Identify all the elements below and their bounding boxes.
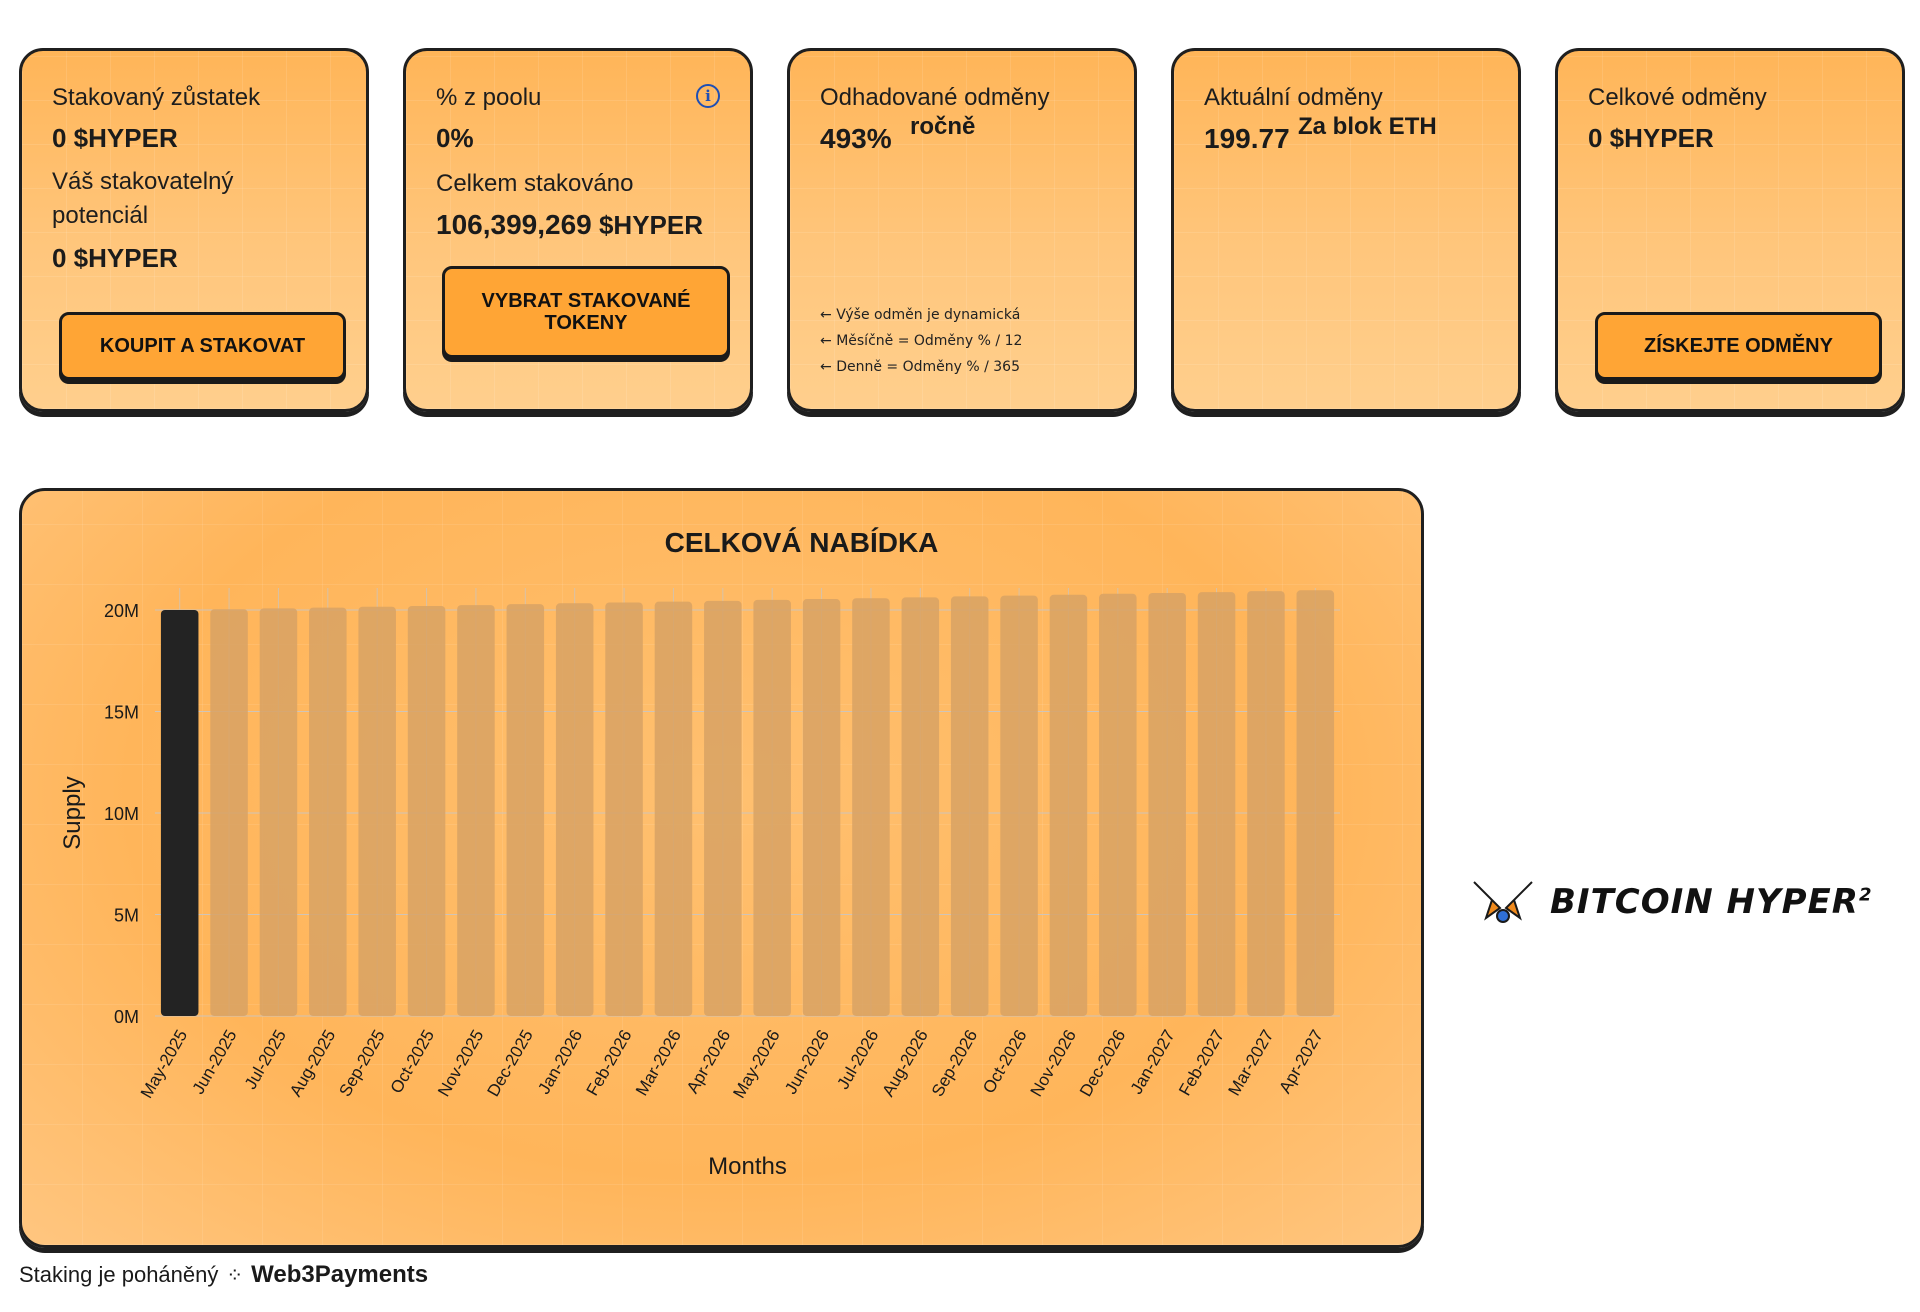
x-tick-label: Mar-2026 (632, 1027, 685, 1100)
staked-balance-card: Stakovaný zůstatek 0 $HYPER Váš stakovat… (19, 48, 369, 412)
withdraw-staked-tokens-button[interactable]: VYBRAT STAKOVANÉ TOKENY (442, 266, 730, 358)
y-tick-label: 5M (114, 906, 139, 926)
x-tick-label: Nov-2025 (434, 1027, 487, 1100)
buy-and-stake-button[interactable]: KOUPIT A STAKOVAT (59, 312, 346, 380)
bar (1148, 592, 1186, 1016)
bar (950, 596, 989, 1016)
x-tick-label: Jan-2027 (1127, 1027, 1179, 1098)
staked-balance-label: Stakovaný zůstatek (52, 84, 261, 111)
bar (210, 609, 248, 1016)
bitcoin-hyper-logo: BITCOIN HYPER2 (1472, 878, 1873, 926)
total-rewards-label: Celkové odměny (1588, 84, 1767, 111)
bar (1247, 591, 1285, 1016)
y-tick-label: 15M (104, 703, 139, 723)
web3payments-icon: ⁘ (226, 1264, 244, 1287)
bitcoin-hyper-logo-icon (1473, 881, 1533, 923)
bar (358, 606, 396, 1016)
x-tick-label: Oct-2025 (387, 1027, 438, 1097)
bar (802, 599, 841, 1016)
total-rewards-value: 0 $HYPER (1588, 123, 1714, 153)
staked-balance-value: 0 $HYPER (52, 123, 178, 153)
current-rewards-label: Aktuální odměny (1204, 84, 1383, 111)
pool-share-label: % z poolu (436, 84, 542, 111)
y-tick-label: 10M (104, 804, 139, 824)
y-axis-label: Supply (59, 776, 86, 849)
bar (1099, 593, 1137, 1016)
bar (1296, 590, 1335, 1016)
info-icon[interactable]: i (696, 84, 720, 108)
current-rewards-card: Aktuální odměny 199.77 Za blok ETH (1171, 48, 1521, 412)
bar (407, 605, 446, 1016)
stakeable-potential-value: 0 $HYPER (52, 243, 178, 273)
stakeable-potential-label: Váš stakovatelný potenciál (52, 168, 234, 229)
x-tick-label: May-2025 (137, 1027, 191, 1102)
bar (160, 610, 199, 1016)
note-daily: ← Denně = Odměny % / 365 (820, 359, 1020, 375)
bar (1049, 594, 1088, 1016)
estimated-rewards-card: Odhadované odměny 493% ročně ← Výše odmě… (787, 48, 1137, 412)
footer-text: Staking je poháněný (19, 1262, 219, 1287)
x-tick-label: Oct-2026 (979, 1027, 1030, 1097)
x-tick-label: Apr-2026 (683, 1027, 734, 1097)
x-tick-label: Jan-2026 (534, 1027, 586, 1098)
x-tick-label: May-2026 (729, 1027, 783, 1102)
pool-share-value: 0% (436, 123, 474, 153)
x-tick-label: Jul-2026 (833, 1027, 882, 1093)
claim-rewards-button[interactable]: ZÍSKEJTE ODMĚNY (1595, 312, 1882, 380)
estimated-rewards-value: 493% (820, 123, 892, 154)
bar (753, 599, 791, 1016)
chart-title: CELKOVÁ NABÍDKA (664, 527, 939, 558)
x-tick-label: Apr-2027 (1275, 1027, 1326, 1097)
bar (1197, 592, 1236, 1016)
estimated-rewards-label: Odhadované odměny (820, 84, 1050, 111)
current-rewards-value: 199.77 (1204, 123, 1290, 154)
x-tick-label: Jul-2025 (241, 1027, 290, 1093)
x-tick-label: Sep-2025 (335, 1027, 388, 1100)
bar (901, 597, 940, 1016)
pool-share-card: % z poolu i 0% Celkem stakováno 106,399,… (403, 48, 753, 412)
note-dynamic: ← Výše odměn je dynamická (820, 307, 1021, 323)
x-tick-label: Aug-2025 (286, 1027, 339, 1100)
bar (506, 604, 545, 1016)
footer: Staking je poháněný ⁘ Web3Payments (19, 1261, 428, 1289)
total-staked-value: 106,399,269 (436, 209, 592, 240)
arrow-left-icon: ← (820, 307, 832, 323)
x-tick-label: Mar-2027 (1225, 1027, 1278, 1100)
total-staked-unit: $HYPER (598, 210, 703, 240)
bar (654, 601, 693, 1016)
bar (555, 603, 594, 1016)
bar (852, 598, 890, 1016)
bar (259, 608, 298, 1016)
x-tick-label: Nov-2026 (1027, 1027, 1080, 1100)
x-tick-label: Jun-2026 (781, 1027, 833, 1098)
bar (704, 600, 742, 1016)
bar (309, 607, 347, 1016)
estimated-rewards-suffix: ročně (910, 113, 976, 140)
x-tick-label: Aug-2026 (878, 1027, 931, 1100)
total-staked-label: Celkem stakováno (436, 170, 634, 197)
x-tick-label: Feb-2027 (1175, 1027, 1228, 1100)
x-tick-label: Dec-2026 (1076, 1027, 1129, 1100)
note-monthly: ← Měsíčně = Odměny % / 12 (820, 333, 1023, 349)
bar (457, 605, 495, 1016)
x-axis-label: Months (708, 1153, 787, 1180)
total-staked-row: 106,399,269 $HYPER (436, 209, 703, 241)
total-supply-chart-card: CELKOVÁ NABÍDKA 0M 5M 10M 15M 20M May-2025 Jun… (19, 488, 1424, 1248)
arrow-left-icon: ← (820, 359, 832, 375)
y-tick-label: 0M (114, 1007, 139, 1027)
x-tick-label: Sep-2026 (928, 1027, 981, 1100)
footer-brand-link[interactable]: Web3Payments (251, 1261, 429, 1288)
y-tick-label: 20M (104, 601, 139, 621)
x-tick-label: Dec-2025 (483, 1027, 536, 1100)
bar (605, 602, 643, 1016)
x-tick-label: Jun-2025 (189, 1027, 241, 1098)
bar (1000, 595, 1038, 1016)
logo-text: BITCOIN HYPER2 (1550, 882, 1873, 922)
x-tick-label: Feb-2026 (583, 1027, 636, 1100)
total-rewards-card: Celkové odměny 0 $HYPER ZÍSKEJTE ODMĚNY (1555, 48, 1905, 412)
current-rewards-suffix: Za blok ETH (1298, 113, 1437, 140)
arrow-left-icon: ← (820, 333, 832, 349)
